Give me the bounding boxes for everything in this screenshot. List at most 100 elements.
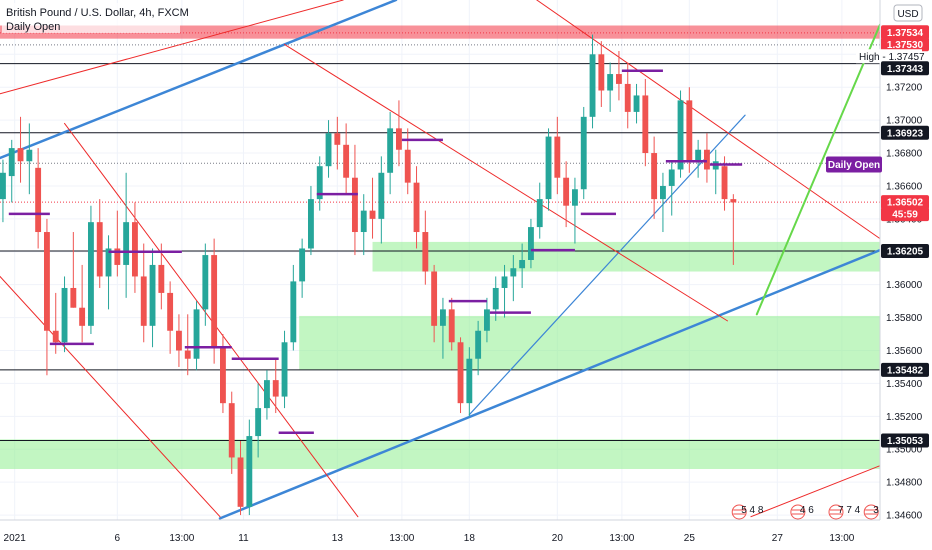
candle-body (167, 292, 174, 331)
candle (308, 185, 314, 256)
time-tick-label: 13:00 (389, 533, 414, 544)
candle-body (413, 182, 420, 233)
candle-body (598, 54, 605, 91)
candle-body (237, 457, 244, 507)
candle-body (123, 222, 130, 265)
session-high-label: High - 1.37457 (856, 49, 925, 64)
candle (369, 177, 376, 239)
candle (79, 264, 86, 343)
candle-body (140, 276, 147, 326)
candle-body (440, 309, 446, 326)
candle-body (431, 271, 438, 326)
candle-body (572, 189, 578, 206)
candle-body (651, 153, 658, 200)
trend-line (468, 114, 746, 416)
time-tick-label: 20 (552, 533, 564, 544)
price-label: 1.37343 (881, 61, 929, 76)
price-tick-label: 1.34600 (886, 511, 923, 522)
candle-body (202, 255, 209, 310)
label-text: High - 1.37457 (859, 52, 925, 63)
price-label: 1.36923 (881, 125, 929, 140)
currency-button[interactable]: USD (893, 4, 923, 22)
candle-body (589, 54, 596, 117)
candle (589, 34, 596, 129)
label-text: 1.35482 (887, 365, 924, 376)
candle (17, 116, 24, 183)
price-label: 45:59 (881, 207, 929, 222)
candle (264, 370, 270, 420)
price-tick-label: 1.36800 (886, 149, 923, 160)
candle (167, 281, 174, 354)
event-marker: 7 7 4 (828, 504, 861, 520)
candle (123, 172, 130, 298)
candle-body (536, 199, 543, 228)
candle-body (475, 330, 482, 359)
time-tick-label: 11 (238, 533, 249, 544)
label-text: 1.37530 (887, 40, 924, 51)
candle-body (501, 276, 508, 288)
label-text: 1.36502 (887, 198, 924, 209)
daily-open-segments (8, 69, 743, 435)
label-background (881, 195, 929, 210)
label-text: 1.36923 (887, 128, 924, 139)
candle-body (44, 232, 50, 331)
candle-body (360, 210, 367, 233)
candle-body (607, 74, 614, 91)
support-zone (299, 315, 880, 370)
price-scale[interactable] (880, 0, 932, 520)
candle-body (378, 172, 385, 219)
candle (343, 123, 350, 195)
trend-lines (0, 0, 882, 520)
candle (114, 210, 121, 277)
flag-icon (863, 504, 879, 520)
candle-body (457, 342, 464, 404)
candle (580, 106, 587, 200)
candle (290, 264, 297, 351)
trend-line (284, 43, 728, 322)
candle (237, 441, 244, 516)
flag-icon (731, 504, 747, 520)
candle (624, 62, 631, 129)
candle-body (228, 403, 235, 458)
price-tick-label: 1.36600 (886, 181, 923, 192)
candle-body (272, 380, 279, 397)
trend-line (750, 465, 881, 518)
candle-body (316, 166, 323, 200)
candle (193, 301, 200, 371)
candle (651, 136, 658, 219)
candle (466, 347, 473, 417)
candle (8, 139, 15, 203)
candle-body (17, 148, 24, 162)
event-markers[interactable]: 5 4 8 4 6 7 7 4 3 (731, 504, 879, 520)
candle-body (492, 287, 499, 310)
candle-body (325, 133, 332, 167)
indicator-legend[interactable]: Daily Open (6, 21, 60, 33)
time-scale[interactable] (0, 520, 932, 550)
price-label: 1.36502 (881, 195, 929, 210)
candle (387, 111, 394, 195)
candle-body (343, 144, 350, 178)
time-tick-labels: 2021 6 13:00 11 13 13:00 18 20 13:00 25 27 13:00 (4, 533, 855, 544)
candle (140, 243, 147, 343)
price-label: 1.37530 (881, 37, 929, 52)
candle (528, 218, 534, 269)
trend-line (0, 0, 398, 160)
flag-icon (828, 504, 844, 520)
candle (149, 248, 156, 348)
price-tick-labels: 1.34600 1.34800 1.35000 1.35200 1.35400 1.356… (886, 50, 923, 522)
resistance-band (0, 25, 880, 39)
trend-line (755, 23, 881, 316)
time-tick-label: 25 (684, 533, 696, 544)
candle-body (484, 309, 490, 331)
support-zone (372, 241, 880, 272)
candle (202, 243, 209, 326)
candle (545, 128, 552, 211)
price-tick-label: 1.35200 (886, 412, 923, 423)
candle (660, 172, 666, 233)
candle-body (352, 177, 358, 233)
candle-body (290, 281, 297, 343)
candle-body (176, 330, 182, 351)
candle (668, 161, 675, 216)
candle (633, 83, 640, 124)
